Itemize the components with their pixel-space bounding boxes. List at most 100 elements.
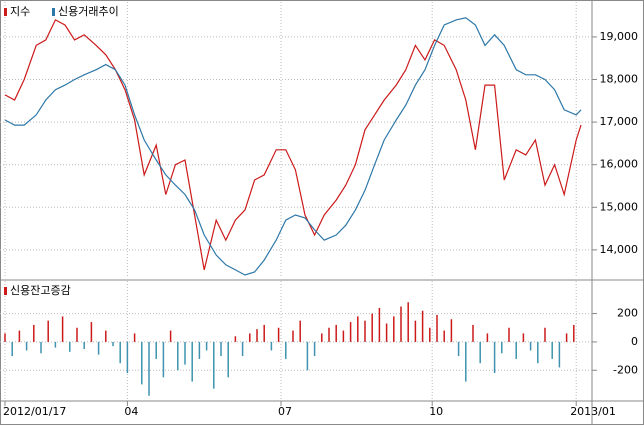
bar	[61, 316, 64, 342]
bar	[25, 341, 28, 351]
bar	[40, 341, 42, 354]
bar	[47, 320, 49, 342]
bar	[105, 330, 107, 342]
bar	[234, 336, 237, 342]
y-tick-label: 17,000	[600, 115, 639, 128]
bar	[220, 341, 222, 357]
bar	[436, 315, 438, 342]
bar	[457, 341, 460, 357]
legend-label: 지수	[10, 5, 30, 18]
bar	[472, 324, 474, 342]
bar	[191, 341, 193, 382]
bar	[400, 306, 402, 342]
series-line	[4, 17, 582, 276]
bar	[119, 341, 121, 364]
bar	[97, 341, 100, 355]
bar	[148, 341, 150, 396]
bar	[112, 341, 114, 347]
bar	[450, 319, 453, 342]
bar	[515, 341, 517, 359]
bar	[76, 327, 78, 342]
y-tick-label: 15,000	[600, 200, 639, 213]
series-line	[4, 19, 582, 271]
bar	[241, 341, 244, 357]
y-tick-label: 18,000	[600, 73, 639, 86]
y-tick-label: 14,000	[600, 243, 639, 256]
bar	[429, 327, 431, 342]
bar	[342, 330, 345, 342]
bar	[54, 341, 57, 348]
bar	[493, 341, 496, 374]
y-tick-label: 19,000	[600, 30, 639, 43]
bar	[213, 341, 215, 389]
bar	[205, 341, 208, 351]
bar	[133, 333, 136, 342]
bar	[378, 307, 381, 342]
legend-swatch	[4, 287, 7, 295]
bar	[4, 333, 6, 342]
bar	[393, 316, 395, 342]
bar	[198, 341, 201, 359]
bar	[270, 341, 273, 351]
bar	[299, 320, 301, 342]
bar	[11, 341, 13, 357]
bar	[558, 341, 561, 368]
bar	[508, 327, 510, 342]
bar	[277, 327, 280, 342]
legend-swatch	[4, 8, 7, 16]
bar	[285, 341, 287, 359]
bar	[90, 322, 93, 342]
bar	[256, 329, 258, 342]
bar	[33, 324, 35, 342]
bar	[83, 341, 85, 349]
bar	[69, 341, 71, 352]
y-tick-label: -200	[613, 363, 638, 376]
legend: 지수 신용거래추이	[4, 5, 119, 18]
bar	[349, 322, 352, 342]
bar	[335, 324, 337, 342]
bar	[501, 341, 503, 354]
bar	[141, 341, 143, 385]
x-tick-label: 10	[429, 405, 443, 418]
x-tick-label: 07	[278, 405, 292, 418]
bar	[364, 320, 366, 342]
bar	[292, 330, 294, 342]
bar	[18, 330, 21, 342]
bar	[126, 341, 129, 374]
bar	[371, 313, 373, 342]
bar	[537, 341, 539, 364]
bar	[357, 316, 359, 342]
x-tick-label: 04	[124, 405, 138, 418]
bar	[551, 341, 553, 359]
y-tick-label: 0	[631, 335, 638, 348]
bar	[486, 333, 489, 342]
x-tick-label: 2013/01	[570, 405, 616, 418]
bar	[306, 341, 309, 371]
bar	[249, 333, 251, 342]
bar	[421, 310, 424, 342]
bar	[479, 341, 481, 364]
y-tick-label: 16,000	[600, 158, 639, 171]
legend-swatch	[52, 8, 55, 16]
bar	[385, 323, 388, 342]
bar	[313, 341, 316, 357]
y-tick-label: 200	[617, 307, 638, 320]
bar	[407, 302, 409, 342]
legend-label: 신용거래추이	[58, 5, 119, 18]
bar	[177, 341, 179, 371]
bar	[443, 330, 445, 342]
panel-title: 신용잔고증감	[10, 284, 71, 297]
bar	[169, 330, 172, 342]
bar	[522, 333, 525, 342]
bar	[544, 327, 546, 342]
bar	[328, 327, 330, 342]
bar	[155, 341, 157, 359]
bar	[321, 333, 323, 342]
bar	[162, 341, 165, 378]
bar	[465, 341, 467, 382]
bar	[263, 324, 265, 342]
bar	[565, 333, 568, 342]
bar	[414, 320, 417, 342]
